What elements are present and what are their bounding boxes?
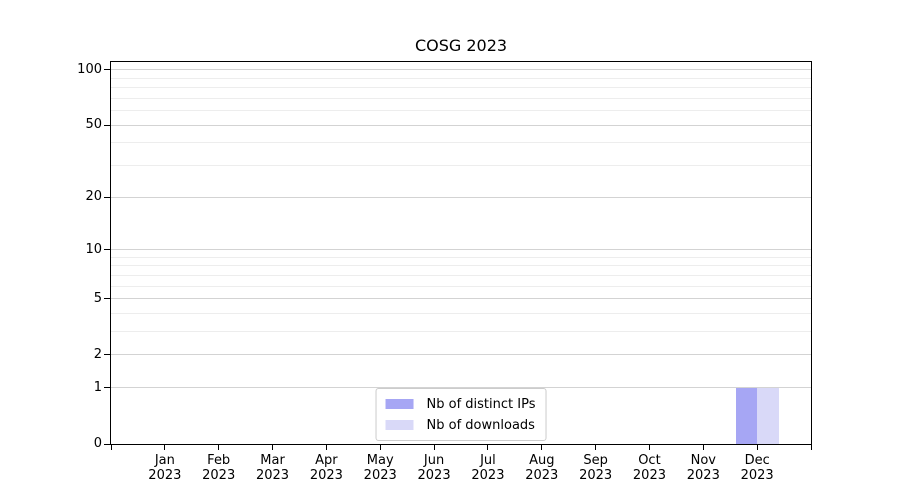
gridline-minor [111,312,811,314]
x-tick-month: Dec [744,453,770,468]
gridline-minor [111,331,811,333]
x-tick-mark [433,445,435,450]
x-tick-year: 2023 [632,468,666,483]
legend: Nb of distinct IPs Nb of downloads [375,388,547,441]
y-tick-label: 10 [85,241,102,257]
x-tick-year: 2023 [363,468,397,483]
x-tick-label: Oct 2023 [619,453,679,483]
y-tick-label: 2 [93,346,102,362]
y-tick-mark [104,196,110,198]
x-tick-year: 2023 [579,468,613,483]
y-tick-mark [104,124,110,126]
legend-label-downloads: Nb of downloads [426,417,535,433]
gridline-minor [111,256,811,258]
gridline-minor [111,77,811,79]
x-tick-month: Feb [207,453,231,468]
x-tick-label: Jul 2023 [458,453,518,483]
gridline-minor [111,164,811,166]
y-tick-label: 100 [77,61,102,77]
x-tick-label: Dec 2023 [727,453,787,483]
x-tick-year: 2023 [309,468,343,483]
gridline-minor [111,87,811,89]
gridline-minor [111,110,811,112]
x-tick-label: Nov 2023 [673,453,733,483]
gridline-major [111,124,811,126]
y-tick-mark [104,443,110,445]
y-tick-label: 1 [93,379,102,395]
x-tick-month: Jan [154,453,175,468]
x-tick-label: Feb 2023 [189,453,249,483]
x-tick-label: Aug 2023 [512,453,572,483]
y-tick-mark [104,387,110,389]
x-tick-label: Apr 2023 [296,453,356,483]
gridline-major [111,354,811,356]
x-tick-label: Sep 2023 [566,453,626,483]
x-tick-month: Jun [423,453,445,468]
y-tick-label: 0 [93,436,102,451]
x-tick-mark [648,445,650,450]
x-tick-month: Sep [583,453,608,468]
x-tick-mark [164,445,166,450]
x-tick-year: 2023 [740,468,774,483]
x-tick-mark [218,445,220,450]
x-tick-year: 2023 [202,468,236,483]
x-tick-label: Mar 2023 [243,453,303,483]
x-tick-mark [756,445,758,450]
gridline-minor [111,274,811,276]
x-tick-year: 2023 [525,468,559,483]
x-tick-year: 2023 [686,468,720,483]
x-tick-label: Jan 2023 [135,453,195,483]
gridline-major [111,196,811,198]
y-tick-mark [104,298,110,300]
x-tick-year: 2023 [148,468,182,483]
y-tick-mark [104,354,110,356]
legend-item-distinct-ips: Nb of distinct IPs [385,395,536,413]
y-tick-mark [104,69,110,71]
legend-label-distinct-ips: Nb of distinct IPs [426,396,536,412]
x-tick-month: Apr [315,453,338,468]
x-tick-month: May [366,453,394,468]
chart-title: COSG 2023 [414,36,508,55]
gridline-major [111,69,811,71]
x-tick-mark [487,445,489,450]
plot-area [110,61,812,445]
gridline-minor [111,97,811,99]
x-tick-year: 2023 [471,468,505,483]
x-tick-month: Aug [529,453,555,468]
gridline-major [111,387,811,389]
y-tick-label: 20 [85,189,102,205]
x-tick-mark [595,445,597,450]
x-tick-mark [702,445,704,450]
bar-distinct-ips [735,387,758,444]
gridline-major [111,298,811,300]
bar-downloads [757,387,779,444]
gridline-minor [111,142,811,144]
x-tick-mark [272,445,274,450]
gridline-minor [111,265,811,267]
y-tick-label: 5 [93,290,102,306]
x-tick-label: May 2023 [350,453,410,483]
x-tick-year: 2023 [417,468,451,483]
x-tick-mark [379,445,381,450]
legend-swatch-distinct-ips [385,399,414,409]
gridline-minor [111,285,811,287]
y-tick-mark [104,249,110,250]
x-tick-mark [541,445,543,450]
x-tick-month: Jul [480,453,496,468]
x-tick-mark [325,445,327,450]
legend-item-downloads: Nb of downloads [385,416,536,434]
y-tick-label: 50 [85,117,102,133]
x-tick-month: Oct [638,453,661,468]
gridline-major [111,249,811,250]
legend-swatch-downloads [385,420,414,430]
x-tick-month: Nov [690,453,716,468]
x-tick-mark [810,445,812,450]
x-tick-label: Jun 2023 [404,453,464,483]
x-tick-month: Mar [260,453,285,468]
x-tick-year: 2023 [255,468,290,483]
x-tick-mark [110,445,112,450]
